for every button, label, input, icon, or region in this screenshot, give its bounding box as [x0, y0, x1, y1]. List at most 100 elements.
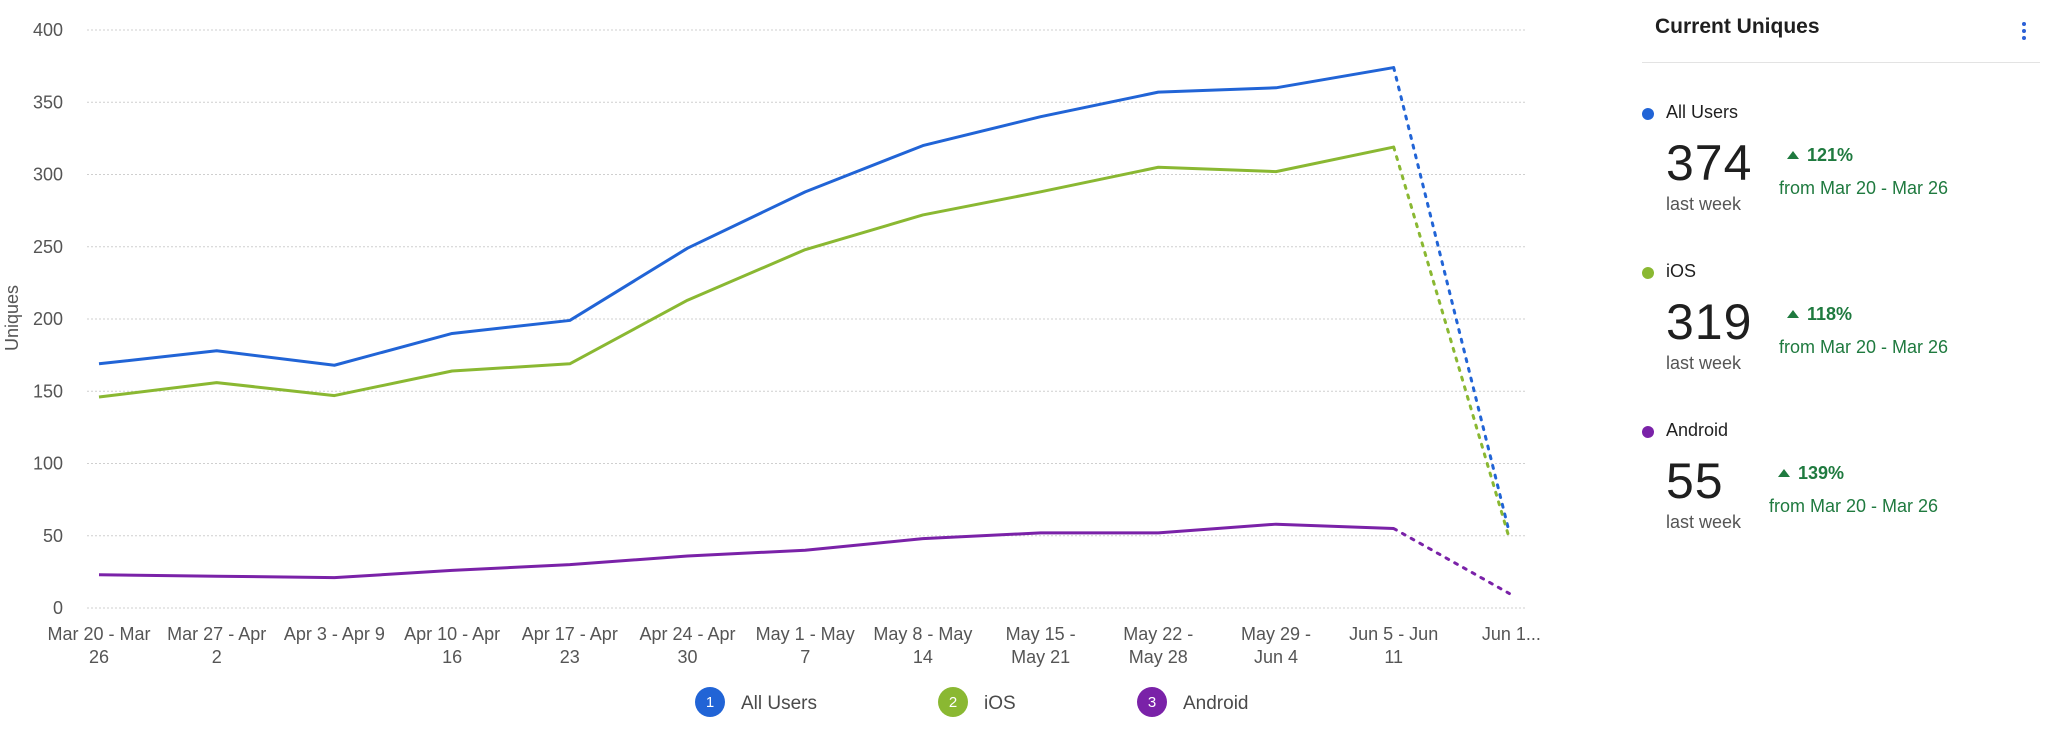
x-tick-line: 11	[1384, 647, 1403, 667]
x-tick-label: May 8 - May 14	[873, 624, 972, 667]
y-tick-label: 200	[33, 309, 63, 329]
series-projection-line	[1392, 66, 1511, 535]
x-tick-label: Mar 27 - Apr 2	[167, 624, 266, 667]
x-tick-line: Apr 17 - Apr	[522, 624, 618, 644]
y-axis-ticks: 0 50 100 150 200 250 300 350 400	[33, 20, 63, 618]
legend-number: 3	[1148, 694, 1156, 711]
x-tick-line: May 29 -	[1241, 624, 1311, 644]
x-tick-label: May 1 - May 7	[756, 624, 855, 667]
legend-item-all-users[interactable]: 1 All Users	[695, 687, 817, 717]
metric-ios: iOS 319 last week 118% from Mar 20 - Mar…	[1642, 261, 2040, 401]
x-tick-line: May 1 - May	[756, 624, 855, 644]
chart-legend: 1 All Users 2 iOS 3 Android	[695, 687, 1249, 717]
x-tick-line: 16	[442, 647, 462, 667]
x-tick-line: 30	[677, 647, 697, 667]
series-projection-line	[1392, 527, 1511, 596]
legend-label: All Users	[741, 693, 817, 714]
x-tick-label: Mar 20 - Mar 26	[47, 624, 150, 667]
y-tick-label: 350	[33, 92, 63, 112]
x-tick-line: 7	[800, 647, 810, 667]
current-uniques-panel: Current Uniques All Users 374 last week …	[1642, 0, 2048, 735]
metric-name: All Users	[1666, 102, 1739, 122]
metric-comparison: from Mar 20 - Mar 26	[1779, 337, 1949, 357]
legend-marker	[938, 687, 968, 717]
metric-all-users: All Users 374 last week 121% from Mar 20…	[1642, 102, 2040, 242]
x-tick-line: Apr 3 - Apr 9	[284, 624, 385, 644]
legend-label: Android	[1183, 693, 1249, 714]
x-tick-line: May 8 - May	[873, 624, 972, 644]
metric-period: last week	[1666, 194, 1742, 214]
uniques-line-chart: 0 50 100 150 200 250 300 350 400 Uniques Mar 20 …	[2, 20, 1541, 717]
y-tick-label: 300	[33, 165, 63, 185]
metric-value: 374	[1666, 135, 1753, 191]
x-tick-line: 14	[913, 647, 933, 667]
android-color-dot	[1642, 426, 1654, 438]
x-tick-line: Jun 4	[1254, 647, 1298, 667]
x-tick-line: May 28	[1129, 647, 1188, 667]
legend-item-ios[interactable]: 2 iOS	[938, 687, 1016, 717]
y-tick-label: 50	[43, 526, 63, 546]
gridlines	[87, 29, 1525, 609]
legend-marker	[695, 687, 725, 717]
triangle-up-icon	[1787, 310, 1799, 318]
series-line	[98, 66, 1394, 367]
x-tick-label: Jun 1...	[1482, 624, 1541, 644]
x-tick-line: Jun 5 - Jun	[1349, 624, 1438, 644]
y-tick-label: 250	[33, 237, 63, 257]
y-tick-label: 150	[33, 381, 63, 401]
series-ios	[98, 145, 1511, 541]
x-tick-label: Apr 10 - Apr 16	[404, 624, 500, 667]
metric-period: last week	[1666, 512, 1742, 532]
x-tick-label: May 22 - May 28	[1123, 624, 1193, 667]
metric-value: 319	[1666, 294, 1753, 350]
metric-change: 118%	[1787, 304, 1852, 325]
x-tick-line: May 21	[1011, 647, 1070, 667]
metric-comparison: from Mar 20 - Mar 26	[1779, 178, 1949, 198]
x-tick-line: Mar 20 - Mar	[47, 624, 150, 644]
triangle-up-icon	[1787, 151, 1799, 159]
x-tick-line: May 22 -	[1123, 624, 1193, 644]
x-tick-line: Apr 24 - Apr	[639, 624, 735, 644]
legend-number: 1	[706, 694, 714, 711]
x-tick-line: 26	[89, 647, 109, 667]
panel-header: Current Uniques	[1642, 0, 2040, 63]
x-tick-label: Apr 17 - Apr 23	[522, 624, 618, 667]
metric-name: iOS	[1666, 261, 1697, 281]
x-tick-line: 2	[212, 647, 222, 667]
y-axis-title: Uniques	[2, 285, 22, 351]
series-lines	[98, 66, 1511, 596]
metric-value: 55	[1666, 453, 1724, 509]
metric-change: 121%	[1787, 145, 1853, 166]
y-tick-label: 0	[53, 598, 63, 618]
series-android	[98, 522, 1511, 596]
metric-name: Android	[1666, 420, 1729, 440]
y-tick-label: 400	[33, 20, 63, 40]
metric-comparison: from Mar 20 - Mar 26	[1769, 496, 1939, 516]
x-tick-label: Apr 3 - Apr 9	[284, 624, 385, 644]
metric-change: 139%	[1778, 463, 1844, 484]
series-all-users	[98, 66, 1511, 535]
x-tick-line: May 15 -	[1006, 624, 1076, 644]
x-tick-line: 23	[560, 647, 580, 667]
legend-item-android[interactable]: 3 Android	[1137, 687, 1249, 717]
triangle-up-icon	[1778, 469, 1790, 477]
series-line	[98, 522, 1394, 580]
x-tick-line: Jun 1...	[1482, 624, 1541, 644]
x-tick-label: Apr 24 - Apr 30	[639, 624, 735, 667]
legend-number: 2	[949, 694, 957, 711]
x-tick-line: Mar 27 - Apr	[167, 624, 266, 644]
x-tick-label: May 29 - Jun 4	[1241, 624, 1311, 667]
legend-marker	[1137, 687, 1167, 717]
series-line	[98, 145, 1395, 399]
series-projection-line	[1392, 145, 1511, 541]
ios-color-dot	[1642, 267, 1654, 279]
y-tick-label: 100	[33, 454, 63, 474]
more-vertical-icon[interactable]	[2020, 22, 2028, 44]
x-axis-ticks: Mar 20 - Mar 26 Mar 27 - Apr 2 Apr 3 - Apr 9…	[47, 624, 1540, 667]
x-tick-label: Jun 5 - Jun 11	[1349, 624, 1438, 667]
x-tick-line: Apr 10 - Apr	[404, 624, 500, 644]
legend-label: iOS	[984, 693, 1016, 714]
all-users-color-dot	[1642, 108, 1654, 120]
panel-title: Current Uniques	[1655, 15, 1820, 38]
metric-period: last week	[1666, 353, 1742, 373]
